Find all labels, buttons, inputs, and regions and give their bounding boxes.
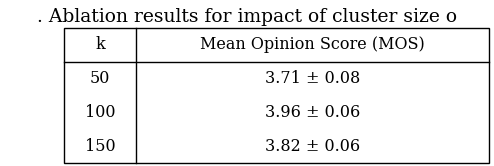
Text: 3.71 ± 0.08: 3.71 ± 0.08 <box>265 70 360 87</box>
Text: 50: 50 <box>90 70 110 87</box>
Text: 3.96 ± 0.06: 3.96 ± 0.06 <box>265 104 360 121</box>
Bar <box>64 28 489 163</box>
Text: 3.82 ± 0.06: 3.82 ± 0.06 <box>265 138 360 155</box>
Text: Mean Opinion Score (MOS): Mean Opinion Score (MOS) <box>200 36 425 53</box>
Text: 150: 150 <box>85 138 115 155</box>
Text: k: k <box>95 36 105 53</box>
Text: . Ablation results for impact of cluster size o: . Ablation results for impact of cluster… <box>37 8 457 26</box>
Text: 100: 100 <box>85 104 115 121</box>
